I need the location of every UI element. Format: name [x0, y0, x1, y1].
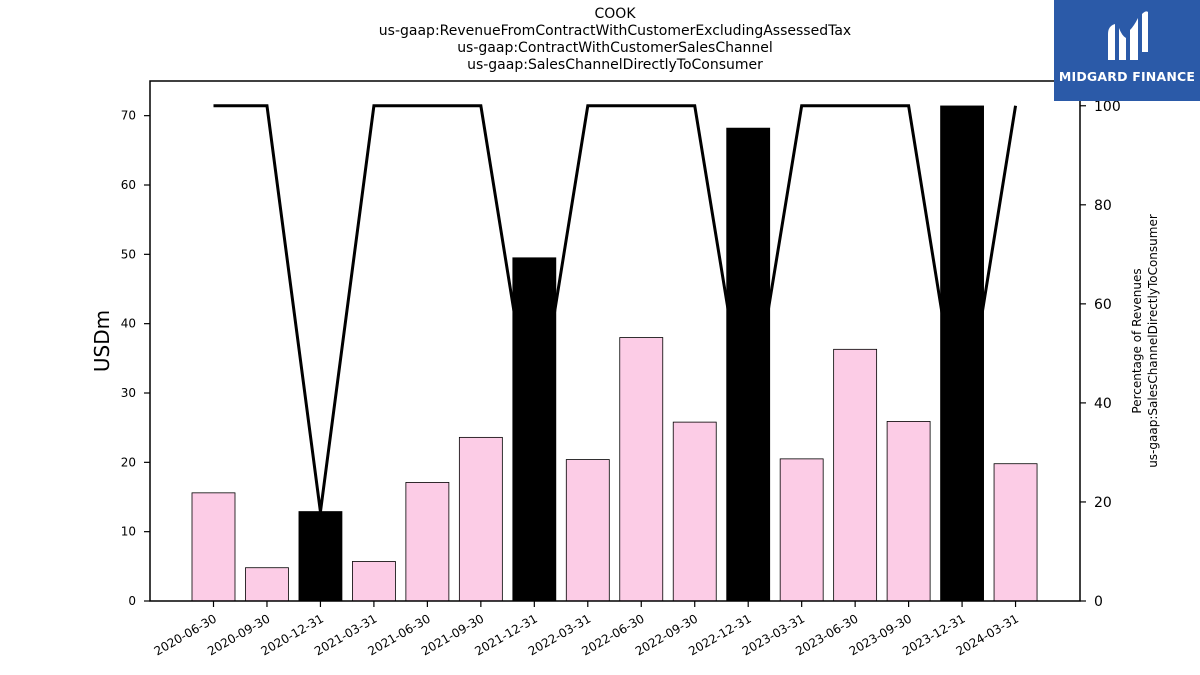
left-tick-label: 40 [121, 317, 136, 331]
title-line-2: us-gaap:RevenueFromContractWithCustomerE… [378, 23, 852, 39]
midgard-logo-icon [1108, 11, 1148, 60]
right-tick-label: 60 [1094, 297, 1112, 313]
percentage-line [213, 104, 1018, 513]
left-tick-label: 30 [121, 386, 136, 400]
title-line-3: us-gaap:ContractWithCustomerSalesChannel [457, 40, 773, 56]
bar-2022-09-30 [672, 421, 717, 602]
bar-2022-03-31 [565, 459, 610, 602]
right-tick-label: 80 [1094, 198, 1112, 214]
bars-group [191, 105, 1038, 602]
bar-2024-03-31 [993, 463, 1038, 602]
x-axis: 2020-06-302020-09-302020-12-312021-03-31… [152, 601, 1021, 658]
y-axis-right-title-line-2: us-gaap:SalesChannelDirectlyToConsumer [1146, 214, 1160, 468]
right-tick-label: 0 [1094, 594, 1103, 610]
logo-text: MIDGARD FINANCE [1058, 69, 1196, 84]
bar-2020-12-31 [298, 511, 343, 602]
right-tick-label: 100 [1094, 99, 1121, 115]
bar-2021-06-30 [405, 482, 450, 602]
left-axis: 0 10 20 30 40 50 60 70 [121, 109, 150, 608]
brand-logo: MIDGARD FINANCE [1054, 0, 1200, 101]
bar-2023-06-30 [833, 348, 878, 602]
bar-2022-06-30 [619, 337, 664, 602]
right-tick-label: 20 [1094, 495, 1112, 511]
left-tick-label: 10 [121, 525, 136, 539]
bar-2023-09-30 [886, 421, 931, 602]
plot-frame [149, 80, 1081, 602]
bar-2021-09-30 [458, 436, 503, 602]
left-tick-label: 50 [121, 247, 136, 261]
left-tick-label: 70 [121, 109, 136, 123]
bar-2021-03-31 [352, 561, 396, 602]
y-axis-title: USDm [90, 310, 114, 372]
bar-2022-12-31 [726, 127, 771, 602]
bar-2020-09-30 [245, 567, 289, 602]
left-tick-label: 20 [121, 455, 136, 469]
title-line-1: COOK [594, 6, 636, 22]
left-tick-label: 0 [128, 594, 136, 608]
left-tick-label: 60 [121, 178, 136, 192]
percentage-line-group [213, 104, 1018, 513]
bar-2020-06-30 [191, 492, 236, 602]
bar-2023-03-31 [779, 458, 824, 602]
right-tick-label: 40 [1094, 396, 1112, 412]
right-axis: 0 20 40 60 80 100 [1080, 99, 1121, 610]
chart-title: COOK us-gaap:RevenueFromContractWithCust… [0, 6, 1200, 74]
y-axis-right-title-line-1: Percentage of Revenues [1130, 268, 1144, 413]
title-line-4: us-gaap:SalesChannelDirectlyToConsumer [467, 57, 763, 73]
